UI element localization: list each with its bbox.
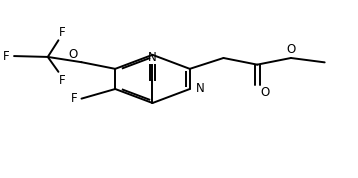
Text: F: F (59, 74, 66, 87)
Text: N: N (196, 82, 205, 95)
Text: F: F (59, 25, 66, 38)
Text: F: F (71, 92, 77, 105)
Text: O: O (286, 43, 296, 56)
Text: N: N (148, 51, 157, 64)
Text: F: F (3, 49, 10, 62)
Text: O: O (69, 48, 78, 61)
Text: O: O (261, 86, 270, 99)
